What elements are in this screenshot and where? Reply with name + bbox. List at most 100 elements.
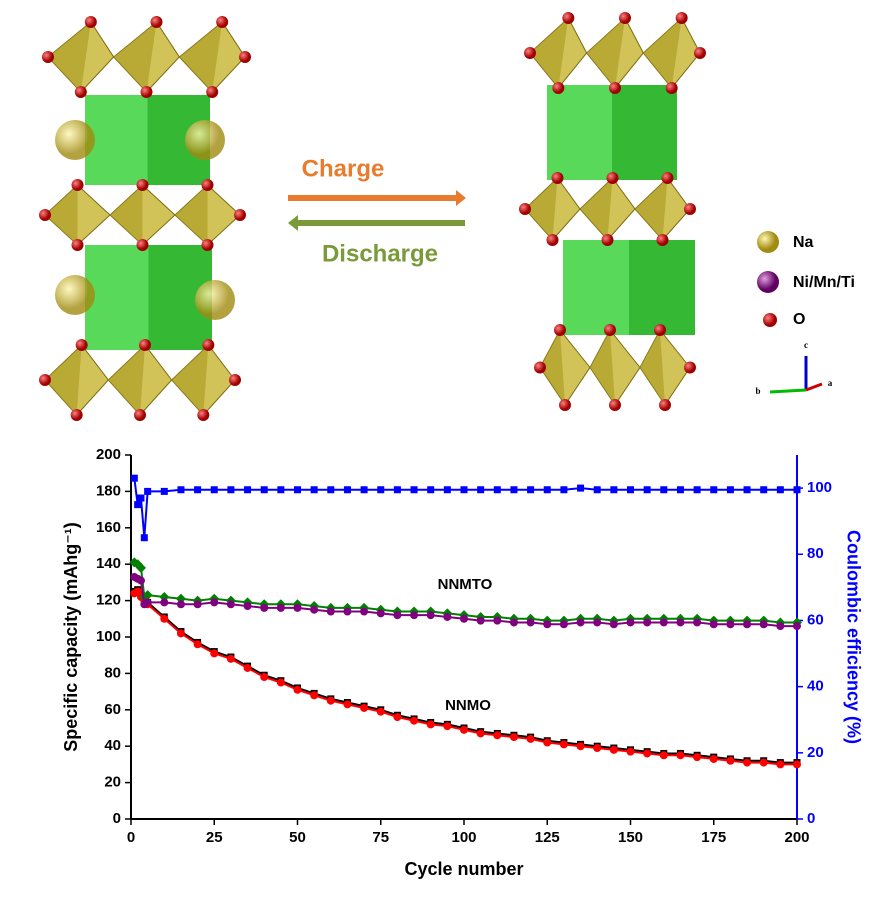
na-legend-icon xyxy=(757,231,779,253)
octahedron-face xyxy=(590,330,615,405)
marker xyxy=(460,725,468,734)
marker xyxy=(393,486,401,494)
y2-tick-label: 40 xyxy=(807,678,824,695)
marker xyxy=(593,618,602,627)
octahedron-face xyxy=(643,18,682,88)
oxygen-atom xyxy=(84,16,97,28)
marker xyxy=(343,486,351,494)
oxygen-atom xyxy=(684,361,696,374)
marker xyxy=(493,616,502,625)
marker xyxy=(760,486,768,494)
marker xyxy=(343,700,352,709)
axis-label: c xyxy=(804,340,808,350)
oxygen-atom xyxy=(136,239,149,251)
sodium-atom xyxy=(55,120,95,160)
axis-label: b xyxy=(755,386,760,396)
marker xyxy=(643,486,651,494)
marker xyxy=(210,649,219,658)
marker xyxy=(326,607,335,616)
oxygen-atom xyxy=(71,179,84,191)
marker xyxy=(142,590,153,601)
o-legend-icon xyxy=(763,313,777,327)
marker xyxy=(193,600,202,609)
axis-b xyxy=(769,388,807,394)
marker xyxy=(326,696,335,705)
marker xyxy=(376,707,385,716)
legend-label: Na xyxy=(793,234,814,251)
marker xyxy=(593,486,601,494)
marker xyxy=(460,614,468,623)
oxygen-atom xyxy=(234,209,246,221)
marker xyxy=(140,534,148,542)
marker xyxy=(710,486,718,494)
axis-label: a xyxy=(828,378,833,388)
marker xyxy=(676,751,685,760)
marker xyxy=(443,612,452,621)
marker xyxy=(260,486,268,494)
marker xyxy=(743,620,752,629)
marker xyxy=(743,758,752,767)
oxygen-atom xyxy=(552,82,565,94)
ni-legend-icon xyxy=(757,271,779,293)
marker xyxy=(559,740,568,749)
marker xyxy=(476,616,485,625)
sodium-atom xyxy=(195,280,235,320)
marker xyxy=(210,598,219,607)
octahedron-face xyxy=(110,185,143,245)
oxygen-atom xyxy=(150,16,163,28)
oxygen-atom xyxy=(524,47,536,59)
x-tick-label: 125 xyxy=(535,829,560,846)
marker xyxy=(643,618,652,627)
oxygen-atom xyxy=(546,234,559,246)
marker xyxy=(477,486,485,494)
marker xyxy=(793,760,801,769)
sodium-atom xyxy=(185,120,225,160)
y2-tick-label: 80 xyxy=(807,545,824,562)
oxygen-atom xyxy=(74,86,87,98)
marker xyxy=(509,733,518,742)
y2-tick-label: 100 xyxy=(807,479,832,496)
marker xyxy=(659,618,668,627)
octahedron-face xyxy=(580,178,613,240)
marker xyxy=(526,734,535,743)
y-tick-label: 120 xyxy=(96,592,121,609)
oxygen-atom xyxy=(75,339,88,351)
marker xyxy=(576,618,585,627)
oxygen-atom xyxy=(229,374,241,386)
marker xyxy=(310,486,318,494)
marker xyxy=(759,758,768,767)
marker xyxy=(443,722,452,731)
octahedron-face xyxy=(45,185,78,245)
marker xyxy=(226,600,235,609)
marker xyxy=(135,562,146,573)
oxygen-atom xyxy=(139,339,151,351)
prism-face xyxy=(612,85,677,180)
marker xyxy=(393,611,402,620)
marker xyxy=(130,474,138,482)
x-axis-label: Cycle number xyxy=(404,859,523,879)
chart: 0 25 50 75 100 125 150 175 200020406080100120140… xyxy=(61,446,864,879)
oxygen-atom xyxy=(551,172,564,184)
x-tick-label: 50 xyxy=(289,829,306,846)
marker xyxy=(493,731,502,740)
oxygen-atom xyxy=(201,239,214,251)
marker xyxy=(576,742,585,751)
octahedron-face xyxy=(175,185,208,245)
marker xyxy=(177,486,185,494)
x-tick-label: 75 xyxy=(372,829,389,846)
oxygen-atom xyxy=(661,172,674,184)
marker xyxy=(610,486,618,494)
octahedron-face xyxy=(530,18,569,88)
marker xyxy=(143,598,152,607)
y-axis-label: Specific capacity (mAhg⁻¹) xyxy=(61,522,81,752)
y-tick-label: 80 xyxy=(104,664,121,681)
oxygen-atom xyxy=(42,51,54,63)
marker xyxy=(327,486,335,494)
oxygen-atom xyxy=(519,203,531,215)
x-tick-label: 25 xyxy=(206,829,223,846)
marker xyxy=(643,749,652,758)
x-tick-label: 150 xyxy=(618,829,643,846)
oxygen-atom xyxy=(609,82,621,94)
oxygen-atom xyxy=(609,399,621,411)
marker xyxy=(693,486,701,494)
